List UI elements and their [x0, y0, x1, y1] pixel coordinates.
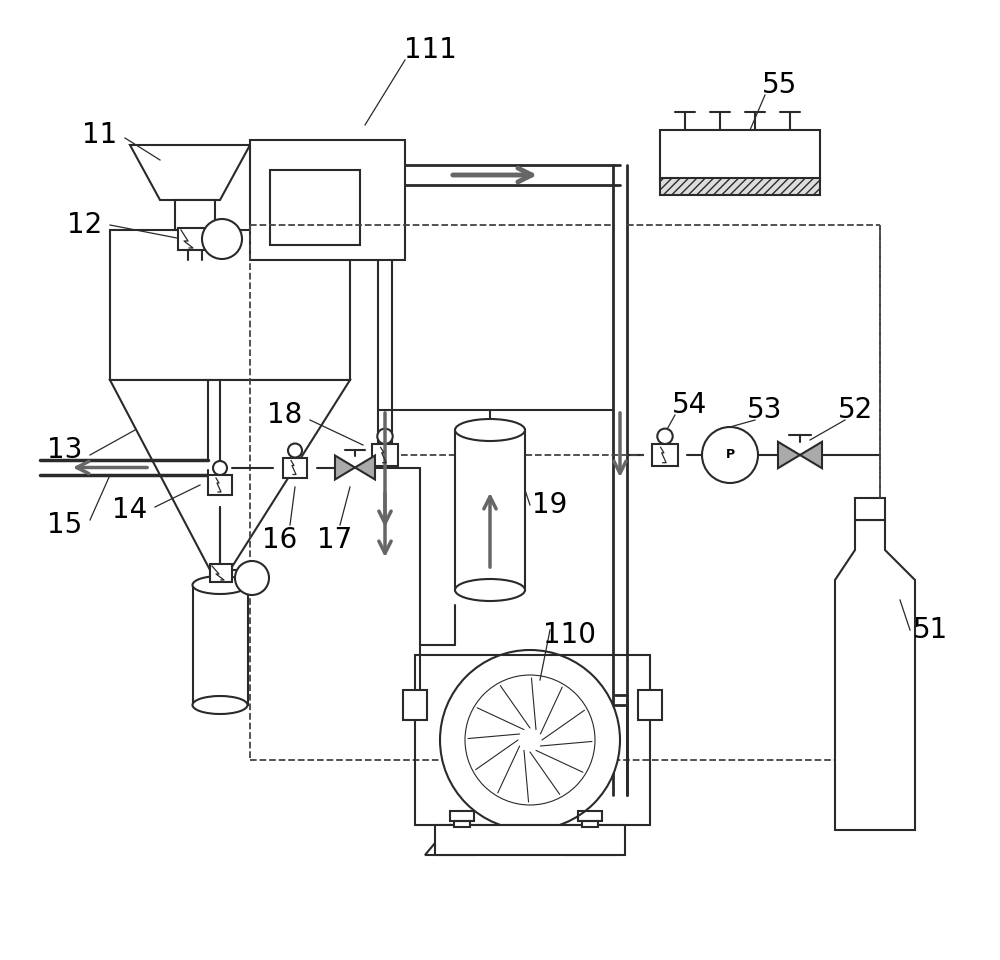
Text: 54: 54 — [672, 391, 708, 419]
Circle shape — [288, 444, 302, 458]
Bar — [660, 178, 820, 195]
Bar — [210, 564, 232, 582]
Bar — [270, 170, 360, 245]
Ellipse shape — [455, 579, 525, 601]
Bar — [435, 825, 625, 855]
Polygon shape — [110, 380, 350, 570]
Bar — [208, 475, 232, 495]
Bar — [455, 430, 525, 590]
Bar — [638, 690, 662, 720]
Bar — [283, 458, 307, 477]
Circle shape — [702, 427, 758, 483]
Text: 111: 111 — [404, 36, 456, 64]
Text: 13: 13 — [47, 436, 83, 464]
Text: 17: 17 — [317, 526, 353, 554]
Bar — [110, 230, 350, 380]
Bar — [178, 228, 206, 250]
Bar — [454, 821, 470, 827]
Text: 11: 11 — [82, 121, 118, 149]
Polygon shape — [565, 825, 615, 855]
Bar — [855, 498, 885, 520]
Bar — [403, 690, 427, 720]
Bar — [192, 585, 248, 705]
Text: P: P — [725, 448, 735, 462]
Polygon shape — [335, 455, 375, 479]
Polygon shape — [130, 145, 250, 200]
Text: 52: 52 — [837, 396, 873, 424]
Bar — [450, 811, 474, 821]
Bar — [582, 821, 598, 827]
Polygon shape — [425, 825, 475, 855]
Text: 18: 18 — [267, 401, 303, 429]
Bar — [415, 655, 650, 825]
Circle shape — [657, 428, 673, 444]
Circle shape — [377, 428, 393, 444]
Circle shape — [213, 461, 227, 475]
Bar — [372, 444, 398, 466]
Circle shape — [465, 675, 595, 805]
Text: 16: 16 — [262, 526, 298, 554]
Circle shape — [440, 650, 620, 830]
Bar — [578, 811, 602, 821]
Text: 55: 55 — [762, 71, 798, 99]
Polygon shape — [778, 442, 822, 468]
Text: 15: 15 — [47, 511, 83, 539]
Text: 110: 110 — [544, 621, 596, 649]
Polygon shape — [835, 520, 915, 830]
Text: 53: 53 — [747, 396, 783, 424]
Ellipse shape — [455, 419, 525, 441]
Bar — [250, 140, 405, 260]
Bar — [660, 130, 820, 180]
Circle shape — [202, 219, 242, 259]
Bar — [652, 444, 678, 466]
Bar — [175, 200, 215, 230]
Text: 12: 12 — [67, 211, 103, 239]
Text: 51: 51 — [912, 616, 948, 644]
Ellipse shape — [192, 576, 248, 594]
Text: 14: 14 — [112, 496, 148, 524]
Text: 19: 19 — [532, 491, 568, 519]
Ellipse shape — [192, 696, 248, 714]
Bar — [213, 570, 238, 610]
Circle shape — [235, 561, 269, 595]
